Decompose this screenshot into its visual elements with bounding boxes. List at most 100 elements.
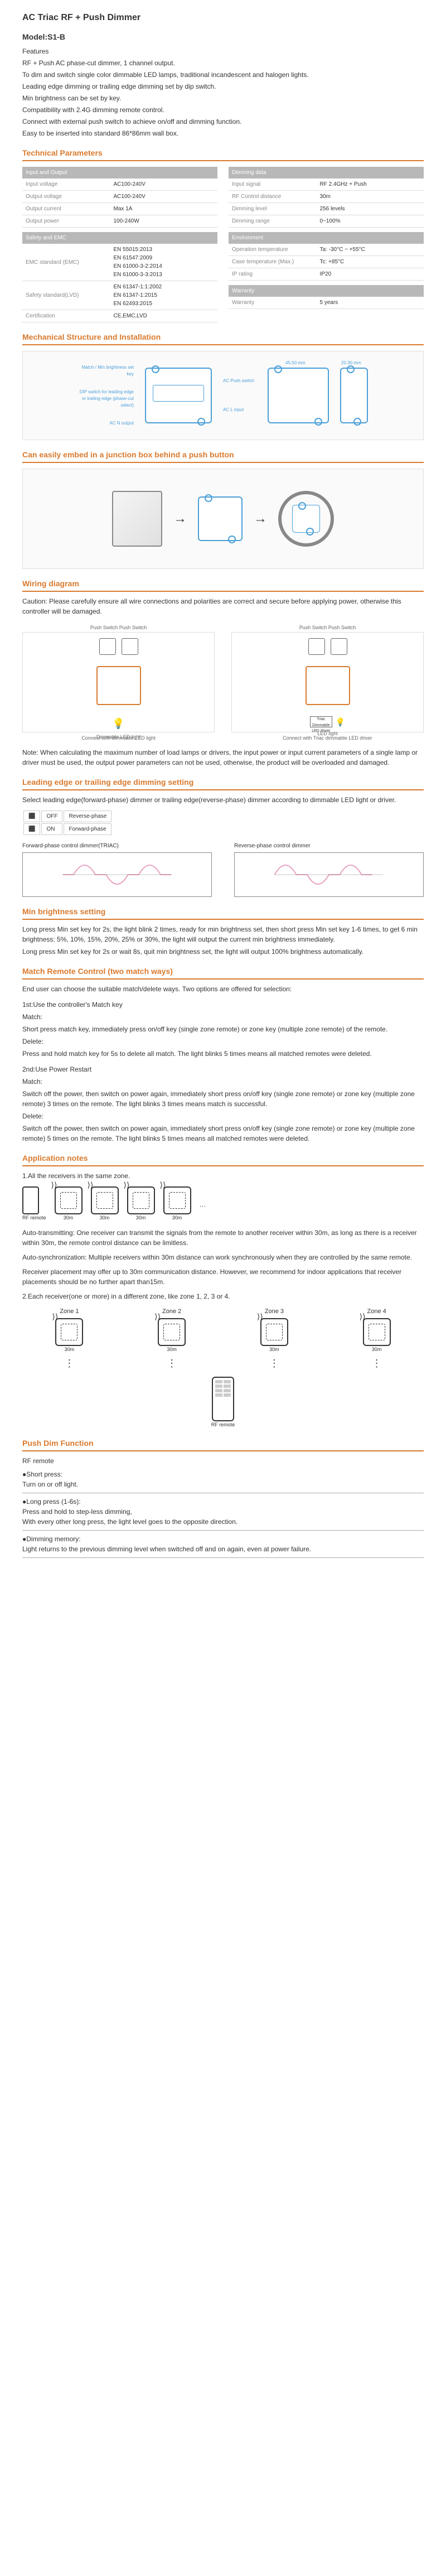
zone-title: Zone 2 [125,1307,219,1316]
text-item: Match: [22,1077,424,1087]
range-label: 30m [329,1346,424,1354]
push-item: ●Long press (1-6s):Press and hold to ste… [22,1493,424,1531]
wire-module-icon [306,666,350,705]
phase-table: ⬛OFFReverse-phase ⬛ONForward-phase [22,809,113,836]
feature-item: RF + Push AC phase-cut dimmer, 1 channel… [22,58,424,68]
match-heading: Match Remote Control (two match ways) [22,966,424,980]
module-top-icon: 45.50 mm [268,368,329,423]
push-heading: Push Dim Function [22,1437,424,1451]
embed-diagram: → → [22,469,424,569]
module-side-icon: 20.30 mm [340,368,368,423]
phase-fwd-label: Forward-phase control dimmer(TRIAC) [22,842,212,850]
push-label: AC Push switch [223,378,256,384]
receiver-icon: ⟩⟩ [55,1186,83,1214]
wire-module-icon [96,666,141,705]
range-label: 30m [22,1346,117,1354]
edge-heading: Leading edge or trailing edge dimming se… [22,776,424,790]
min-heading: Min brightness setting [22,906,424,920]
env-title: Environment [229,232,424,244]
app-auto: Auto-transmitting: One receiver can tran… [22,1228,424,1248]
junction-box-icon [278,491,334,547]
forward-phase-chart [22,852,212,897]
pt00: OFF [41,811,62,822]
dim-w: 45.50 mm [285,360,306,366]
min-text-item: Long press Min set key for 2s or wait 8s… [22,947,424,957]
receiver-icon: ⟩⟩ [158,1318,186,1346]
app1-text: 1.All the receivers in the same zone. [22,1171,424,1181]
wiring-left-switches: Push Switch Push Switch [22,624,215,632]
match-intro: End user can choose the suitable match/d… [22,984,424,994]
dimming-title: Dimming data [229,167,424,179]
safety-title: Safety and EMC [22,232,217,244]
phase-rev-label: Reverse-phase control dimmer [234,842,424,850]
module-front-icon [145,368,212,423]
pt11: Forward-phase [64,823,112,835]
wiring-right-box: Triac Dimmable LED driver 💡 LED light [231,632,424,732]
push-item: ●Short press:Turn on or off light. [22,1466,424,1493]
receiver-icon: ⟩⟩ [127,1186,155,1214]
feature-item: Connect with external push switch to ach… [22,117,424,127]
feature-item: Leading edge dimming or trailing edge di… [22,81,424,91]
wiring-note: Note: When calculating the maximum numbe… [22,747,424,768]
wiring-diagrams: Push Switch Push Switch 💡 Dimmable LED l… [22,622,424,742]
features-heading: Features [22,46,424,56]
acn-label: AC N output [78,420,134,427]
switch-plate-icon [112,491,162,547]
param-tables: Input and Output Input voltageAC100-240V… [22,167,424,322]
pt01: Reverse-phase [64,811,112,822]
text-item: Delete: [22,1036,424,1046]
match-label: Match / Min brightness set key [78,364,134,378]
module-icon [198,496,243,541]
zone-title: Zone 3 [227,1307,322,1316]
warranty-title: Warranty [229,285,424,297]
push-item: ●Dimming memory:Light returns to the pre… [22,1531,424,1558]
min-text: Long press Min set key for 2s, the light… [22,924,424,957]
io-title: Input and Output [22,167,217,179]
embed-heading: Can easily embed in a junction box behin… [22,449,424,463]
warranty-table: Warranty Warranty5 years [229,285,424,309]
app-place: Receiver placement may offer up to 30m c… [22,1267,424,1287]
pt10: ON [41,823,62,835]
match1-title: 1st:Use the controller's Match key [22,1000,424,1010]
zone-title: Zone 4 [329,1307,424,1316]
features-list: RF + Push AC phase-cut dimmer, 1 channel… [22,58,424,138]
dip-label: DIP switch for leading edge or trailing … [78,389,134,409]
phase-diagrams: Forward-phase control dimmer(TRIAC) Reve… [22,842,424,897]
match2-text: Match: Switch off the power, then switch … [22,1077,424,1144]
wiring-right-switches: Push Switch Push Switch [231,624,424,632]
bulb-label: Dimmable LED light [28,734,209,741]
led-label: LED light [237,730,418,738]
range-label: 30m [163,1214,191,1222]
app-sync: Auto-synchronization: Multiple receivers… [22,1252,424,1262]
reverse-phase-chart [234,852,424,897]
text-item: Short press match key, immediately press… [22,1024,424,1034]
arrow-icon: → [173,509,187,529]
text-item: Switch off the power, then switch on pow… [22,1123,424,1144]
receiver-icon: ⟩⟩ [55,1318,83,1346]
mech-diagram: Match / Min brightness set key DIP switc… [22,351,424,440]
acl-label: AC L input [223,407,256,413]
wiring-heading: Wiring diagram [22,578,424,592]
text-item: Press and hold match key for 5s to delet… [22,1049,424,1059]
range-label: 30m [125,1346,219,1354]
arrow-icon: → [254,509,267,529]
safety-table: Safety and EMC EMC standard (EMC)EN 5501… [22,232,217,322]
push-items: ●Short press:Turn on or off light.●Long … [22,1466,424,1558]
receiver-icon: ⟩⟩ [163,1186,191,1214]
app-heading: Application notes [22,1152,424,1166]
feature-item: Min brightness can be set by key. [22,93,424,103]
receiver-icon: ⟩⟩ [91,1186,119,1214]
text-item: Switch off the power, then switch on pow… [22,1089,424,1109]
env-table: Environment Operation temperatureTa: -30… [229,232,424,281]
rf-remote-label2: RF remote [22,1421,424,1429]
wiring-caution: Caution: Please carefully ensure all wir… [22,596,424,616]
receiver-icon: ⟩⟩ [260,1318,288,1346]
range-label: 30m [127,1214,155,1222]
feature-item: To dim and switch single color dimmable … [22,70,424,80]
zones-row: Zone 1⟩⟩30m⋮Zone 2⟩⟩30m⋮Zone 3⟩⟩30m⋮Zone… [22,1307,424,1371]
model-label: Model:S1-B [22,31,424,43]
range-label: 30m [91,1214,119,1222]
range-label: 30m [227,1346,322,1354]
text-item: Delete: [22,1111,424,1121]
push-rf: RF remote [22,1456,424,1466]
